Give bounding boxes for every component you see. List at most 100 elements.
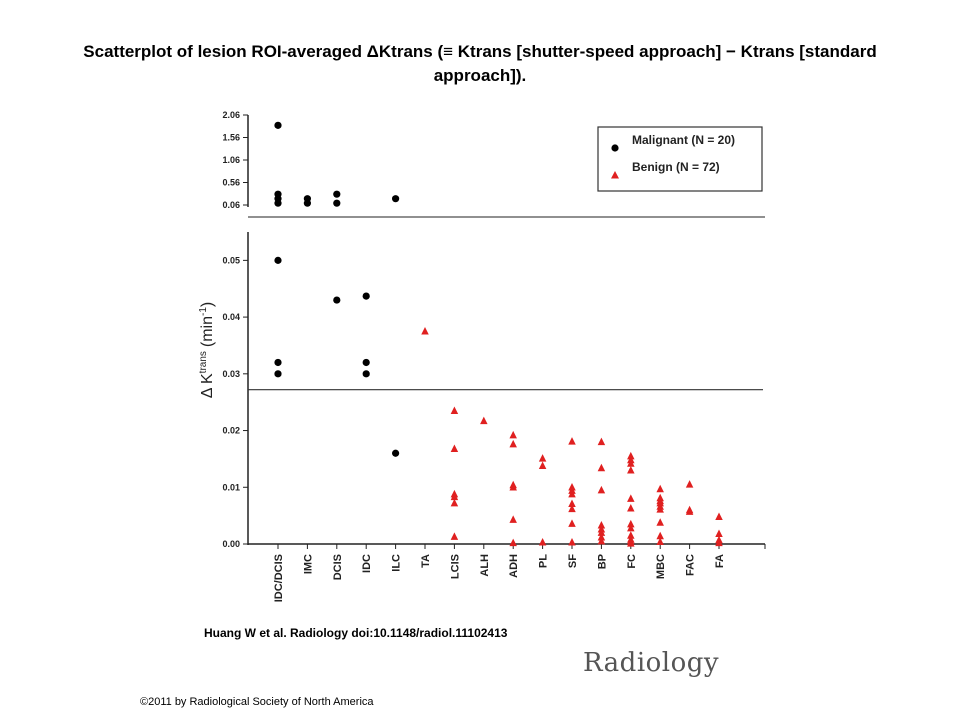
benign-point — [509, 439, 517, 448]
benign-point — [656, 484, 664, 493]
benign-point — [627, 504, 635, 512]
benign-point — [450, 498, 459, 507]
benign-point — [627, 531, 635, 539]
malignant-point — [392, 449, 400, 457]
benign-point — [538, 454, 547, 462]
benign-point — [509, 430, 517, 439]
axes: 0.00 0.01 0.02 0.03 0.04 0.05 0.06 0.56 1.06 1.56… — [222, 110, 766, 602]
x-tick-label: MBC — [655, 554, 667, 579]
benign-point — [597, 437, 606, 446]
y-tick-label: 2.06 — [222, 110, 240, 120]
x-tick-label: ALH — [479, 554, 491, 577]
data-points — [274, 121, 723, 547]
y-tick-label: 0.00 — [222, 539, 240, 549]
malignant-point — [333, 199, 341, 207]
benign-point — [450, 492, 459, 501]
benign-point — [597, 485, 606, 494]
legend-marker-circle — [611, 144, 619, 152]
benign-point — [656, 537, 664, 545]
benign-point — [450, 406, 459, 414]
benign-point — [568, 489, 576, 498]
benign-point — [509, 515, 517, 523]
legend-marker-triangle — [611, 171, 619, 179]
benign-point — [627, 494, 635, 502]
legend-entry: Benign (N = 72) — [632, 160, 720, 174]
malignant-point — [274, 256, 282, 264]
y-tick-label: 1.06 — [222, 155, 240, 165]
malignant-point — [274, 199, 282, 207]
x-tick-label: FA — [714, 554, 726, 568]
copyright-notice: ©2011 by Radiological Society of North A… — [140, 696, 374, 708]
x-tick-label: TA — [420, 554, 432, 568]
x-tick-label: IDC — [361, 554, 373, 573]
x-tick-label: PL — [538, 554, 550, 568]
benign-point — [568, 437, 576, 445]
malignant-point — [274, 358, 282, 367]
chart-title: Scatterplot of lesion ROI-averaged ΔKtra… — [83, 42, 877, 85]
benign-point — [597, 528, 606, 536]
legend-box — [597, 126, 763, 192]
benign-point — [685, 507, 694, 515]
benign-point — [597, 463, 606, 472]
x-tick-label: FC — [626, 554, 638, 569]
x-tick-label: IMC — [302, 554, 314, 574]
malignant-point — [303, 199, 311, 207]
benign-point — [656, 531, 664, 540]
benign-point — [627, 459, 635, 467]
y-tick-label: 0.04 — [222, 312, 240, 322]
malignant-point — [274, 121, 282, 129]
x-tick-label: SF — [567, 554, 579, 568]
legend-entry: Malignant (N = 20) — [632, 133, 735, 147]
x-tick-label: ILC — [391, 554, 403, 572]
benign-point — [568, 504, 576, 513]
x-tick-label: FAC — [685, 554, 697, 576]
benign-point — [685, 480, 694, 488]
benign-point — [627, 451, 635, 460]
x-tick-label: DCIS — [332, 554, 344, 580]
malignant-point — [333, 190, 341, 198]
x-tick-label: LCIS — [449, 554, 461, 579]
benign-point — [627, 523, 635, 532]
benign-point — [715, 538, 723, 547]
benign-point — [656, 518, 664, 526]
y-tick-label: 0.03 — [222, 369, 240, 379]
benign-point — [509, 538, 517, 547]
malignant-point — [362, 370, 370, 378]
benign-point — [538, 538, 547, 546]
y-tick-label: 0.01 — [222, 482, 240, 492]
x-tick-label: ADH — [508, 554, 520, 578]
y-tick-label: 0.56 — [222, 178, 240, 188]
benign-point — [509, 483, 517, 491]
benign-point — [538, 461, 547, 469]
legend: Malignant (N = 20) Benign (N = 72) — [597, 126, 763, 192]
citation: Huang W et al. Radiology doi:10.1148/rad… — [204, 626, 508, 640]
y-tick-label: 0.02 — [222, 426, 240, 436]
benign-point — [597, 536, 606, 545]
benign-point — [450, 532, 459, 540]
benign-point — [597, 532, 606, 541]
benign-point — [568, 499, 576, 507]
benign-point — [597, 521, 606, 529]
benign-point — [715, 529, 723, 538]
y-tick-label: 1.56 — [222, 133, 240, 143]
benign-point — [715, 512, 723, 521]
malignant-point — [392, 195, 400, 203]
malignant-point — [333, 296, 341, 304]
malignant-point — [274, 370, 282, 378]
x-tick-label: BP — [596, 554, 608, 569]
benign-point — [627, 466, 635, 474]
y-axis-label: Δ Ktrans(min-1) — [198, 302, 216, 399]
y-tick-label: 0.06 — [222, 200, 240, 210]
journal-logo: Radiology — [583, 648, 720, 678]
benign-point — [627, 519, 635, 528]
benign-point — [627, 539, 635, 547]
malignant-point — [362, 292, 370, 300]
benign-point — [450, 444, 459, 452]
benign-point — [568, 519, 576, 527]
benign-point — [568, 538, 576, 546]
benign-point — [421, 327, 429, 335]
y-tick-label: 0.05 — [222, 255, 240, 265]
x-tick-label: IDC/DCIS — [273, 554, 285, 602]
malignant-point — [362, 358, 370, 367]
